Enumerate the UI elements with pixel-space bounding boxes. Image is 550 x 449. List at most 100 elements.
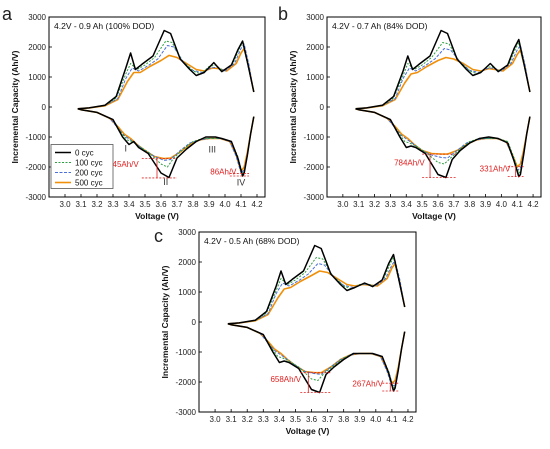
y-axis-label: Incremental Capacity (Ah/V) [160,265,170,378]
legend-entry: 500 cyc [75,179,103,188]
y-tick-label: 0 [320,103,325,112]
panel-title: 4.2V - 0.5 Ah (68% DOD) [204,236,300,246]
x-tick-label: 4.2 [251,200,263,209]
y-tick-label: -2000 [304,163,325,172]
x-axis-label: Voltage (V) [135,211,179,221]
y-tick-label: -3000 [304,193,325,202]
x-tick-label: 3.0 [210,415,222,424]
x-tick-label: 3.6 [432,200,444,209]
panel-title: 4.2V - 0.7 Ah (84% DOD) [332,21,428,31]
x-tick-label: 3.7 [322,415,334,424]
annotation-label: 86Ah/V [210,168,237,177]
x-axis-label: Voltage (V) [412,211,456,221]
series-line-200-cyc-charge [227,260,406,325]
annotation-label: 784Ah/V [394,159,425,168]
annotation-label: 331Ah/V [480,165,511,174]
peak-label: I [125,143,128,153]
x-tick-label: 3.8 [464,200,476,209]
panel-label: c [154,226,163,246]
y-tick-label: 1000 [306,73,324,82]
x-tick-label: 3.5 [417,200,429,209]
x-tick-label: 4.1 [512,200,524,209]
y-tick-label: -2000 [176,378,197,387]
series-line-200-cyc-discharge [355,108,531,171]
x-tick-label: 3.7 [448,200,460,209]
x-tick-label: 3.9 [354,415,366,424]
y-tick-label: -2000 [26,163,47,172]
y-tick-label: -1000 [26,133,47,142]
y-tick-label: 3000 [28,13,46,22]
y-tick-label: -1000 [176,348,197,357]
series-line-500-cyc-charge [77,47,255,110]
panel-label: b [278,4,288,24]
x-tick-label: 4.1 [386,415,398,424]
y-tick-label: -3000 [26,193,47,202]
y-tick-label: 0 [42,103,47,112]
series-line-500-cyc-discharge [227,323,406,385]
panel-label: a [2,4,13,24]
x-tick-label: 3.8 [187,200,199,209]
panel-a: 3.0 3.1 3.2 3.3 3.4 3.5 3.6 3.7 3.8 3.9 4.0 4.1 4.2 -… [2,4,266,221]
x-axis-label: Voltage (V) [286,426,330,436]
series-line-500-cyc-charge [355,49,531,110]
x-tick-label: 3.1 [226,415,238,424]
y-tick-label: 3000 [178,228,196,237]
annotation-label: 645Ah/V [108,160,139,169]
y-tick-label: -3000 [176,408,197,417]
x-tick-label: 3.5 [139,200,151,209]
legend-entry: 100 cyc [75,159,103,168]
y-tick-label: 2000 [28,43,46,52]
x-tick-label: 3.3 [107,200,119,209]
series-line-200-cyc-charge [77,43,255,110]
series-line-500-cyc-discharge [355,108,531,168]
x-tick-label: 3.8 [338,415,350,424]
x-tick-label: 4.0 [370,415,382,424]
series-line-0-cyc-charge [227,244,406,325]
panel-b: 3.0 3.1 3.2 3.3 3.4 3.5 3.6 3.7 3.8 3.9 4.0 4.1 4.2 -… [278,4,542,221]
series-line-500-cyc-charge [227,262,406,325]
legend-entry: 0 cyc [75,149,94,158]
y-tick-label: 2000 [306,43,324,52]
x-tick-label: 3.6 [155,200,167,209]
y-tick-label: 1000 [178,288,196,297]
x-tick-label: 3.7 [171,200,183,209]
series-line-100-cyc-charge [77,40,255,110]
y-axis-label: Incremental Capacity (Ah/V) [288,50,298,163]
y-tick-label: -1000 [304,133,325,142]
series-line-100-cyc-discharge [227,323,406,389]
series-group [355,29,531,179]
series-line-200-cyc-charge [355,45,531,110]
x-tick-label: 3.2 [242,415,254,424]
x-tick-label: 3.0 [59,200,71,209]
x-tick-label: 4.2 [528,200,540,209]
series-line-0-cyc-discharge [227,323,406,394]
annotation-label: 267Ah/V [352,380,383,389]
x-tick-label: 3.2 [91,200,103,209]
y-tick-label: 3000 [306,13,324,22]
peak-label: II [163,177,168,187]
x-tick-label: 3.3 [385,200,397,209]
y-tick-label: 2000 [178,258,196,267]
x-tick-label: 3.6 [306,415,318,424]
x-tick-label: 4.1 [235,200,247,209]
x-tick-label: 3.0 [337,200,349,209]
plot-frame [198,231,417,413]
legend-entry: 200 cyc [75,169,103,178]
x-tick-label: 4.0 [219,200,231,209]
x-tick-label: 3.4 [274,415,286,424]
panel-c: 3.0 3.1 3.2 3.3 3.4 3.5 3.6 3.7 3.8 3.9 4.0 4.1 4.2 -… [154,226,417,436]
series-group [77,29,255,179]
series-group [227,244,406,394]
x-tick-label: 3.9 [480,200,492,209]
panel-title: 4.2V - 0.9 Ah (100% DOD) [54,21,154,31]
peak-label: III [208,145,216,155]
x-tick-label: 3.4 [401,200,413,209]
x-tick-label: 3.5 [290,415,302,424]
x-tick-label: 3.4 [123,200,135,209]
series-line-100-cyc-charge [227,257,406,325]
peak-label: IV [237,178,246,188]
series-line-0-cyc-discharge [77,108,255,179]
series-line-0-cyc-charge [77,29,255,110]
